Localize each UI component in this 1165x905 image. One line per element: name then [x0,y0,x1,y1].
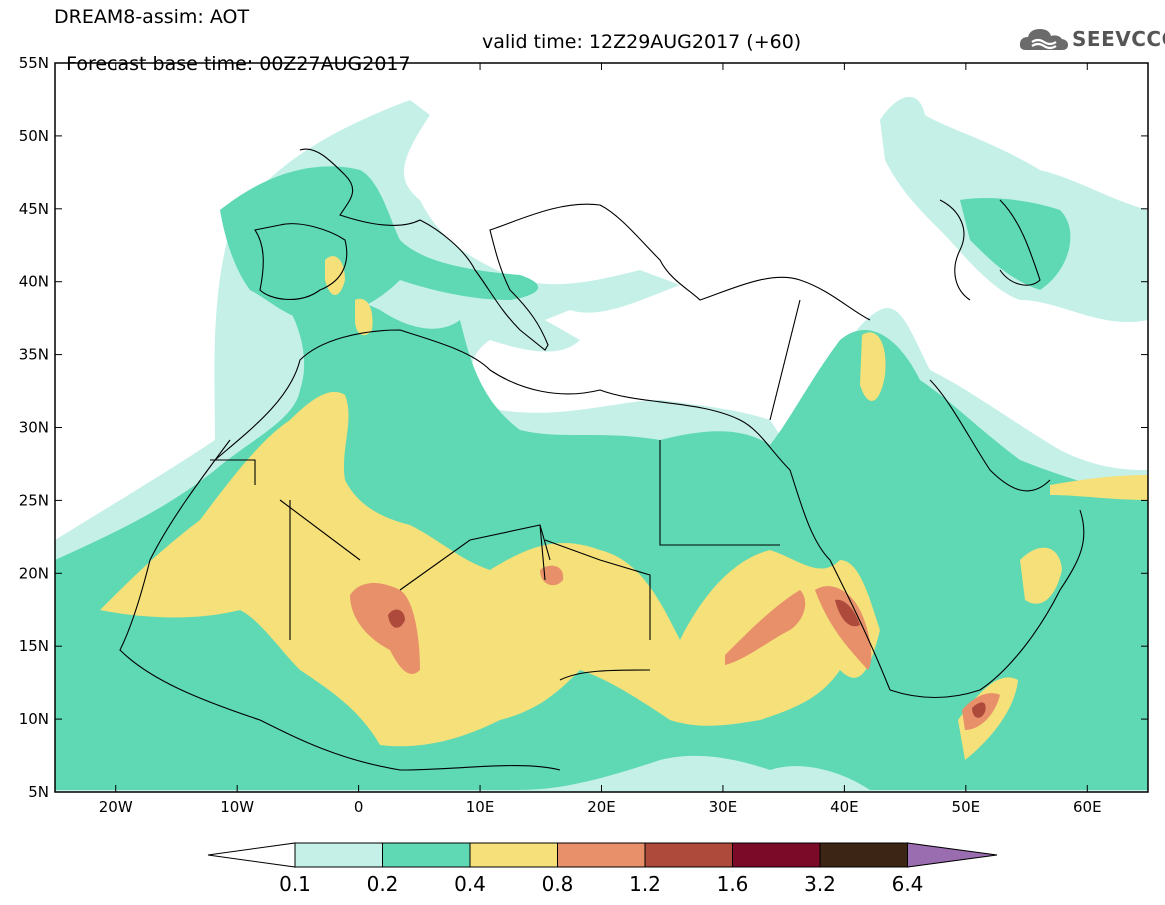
colorbar-box [644,842,733,868]
seevccc-logo: SEEVCCC [1018,24,1165,56]
forecast-base-time: Forecast base time: 00Z27AUG2017 valid t… [54,31,801,97]
y-tick-label: 45N [19,200,49,218]
colorbar-box [732,842,821,868]
aot-contour-1.2 [388,599,986,718]
colorbar-max-arrow [907,842,998,868]
y-tick-label: 20N [19,564,49,582]
x-tick-label: 0 [354,798,364,816]
y-tick-label: 15N [19,637,49,655]
y-tick-label: 5N [28,783,49,801]
colorbar-label: 6.4 [892,872,924,896]
colorbar-label: 0.8 [542,872,574,896]
colorbar-box [294,842,383,868]
coastlines [119,148,1085,771]
colorbar-label: 3.2 [804,872,836,896]
colorbar-label: 0.2 [367,872,399,896]
y-tick-label: 55N [19,54,49,72]
colorbar-label: 1.2 [629,872,661,896]
colorbar-min-arrow [207,842,296,868]
logo-text: SEEVCCC [1072,27,1165,51]
colorbar-box [382,842,471,868]
x-tick-label: 10E [466,798,495,816]
colorbar-box [469,842,558,868]
colorbar-box [557,842,646,868]
x-tick-label: 40E [830,798,859,816]
forecast-base-label: Forecast base time: 00Z27AUG2017 [66,53,411,75]
y-tick-label: 25N [19,491,49,509]
y-tick-label: 10N [19,710,49,728]
y-tick-label: 30N [19,419,49,437]
y-tick-label: 35N [19,346,49,364]
colorbar: 0.1 0.2 0.4 0.8 1.2 1.6 3.2 6.4 [207,842,998,896]
chart-title: DREAM8-assim: AOT [54,6,250,28]
x-tick-label: 60E [1073,798,1102,816]
aot-contour-0.4 [100,256,1148,760]
colorbar-box [819,842,908,868]
x-tick-label: 30E [709,798,738,816]
x-tick-label: 10W [220,798,254,816]
colorbar-label: 0.1 [279,872,311,896]
colorbar-label: 0.4 [454,872,486,896]
valid-time-label: valid time: 12Z29AUG2017 (+60) [482,31,802,53]
x-tick-label: 20E [587,798,616,816]
x-tick-label: 50E [952,798,981,816]
y-tick-label: 50N [19,127,49,145]
aot-field [55,96,1148,792]
y-tick-label: 40N [19,273,49,291]
x-axis: 20W 10W 0 10E 20E 30E 40E 50E 60E [99,63,1102,816]
x-tick-label: 20W [99,798,133,816]
aot-contour-0.8 [350,565,1000,730]
y-axis: 55N 50N 45N 40N 35N 30N 25N 20N 15N 10N 5N [19,54,1148,801]
cloud-icon [1019,29,1068,50]
colorbar-label: 1.6 [717,872,749,896]
